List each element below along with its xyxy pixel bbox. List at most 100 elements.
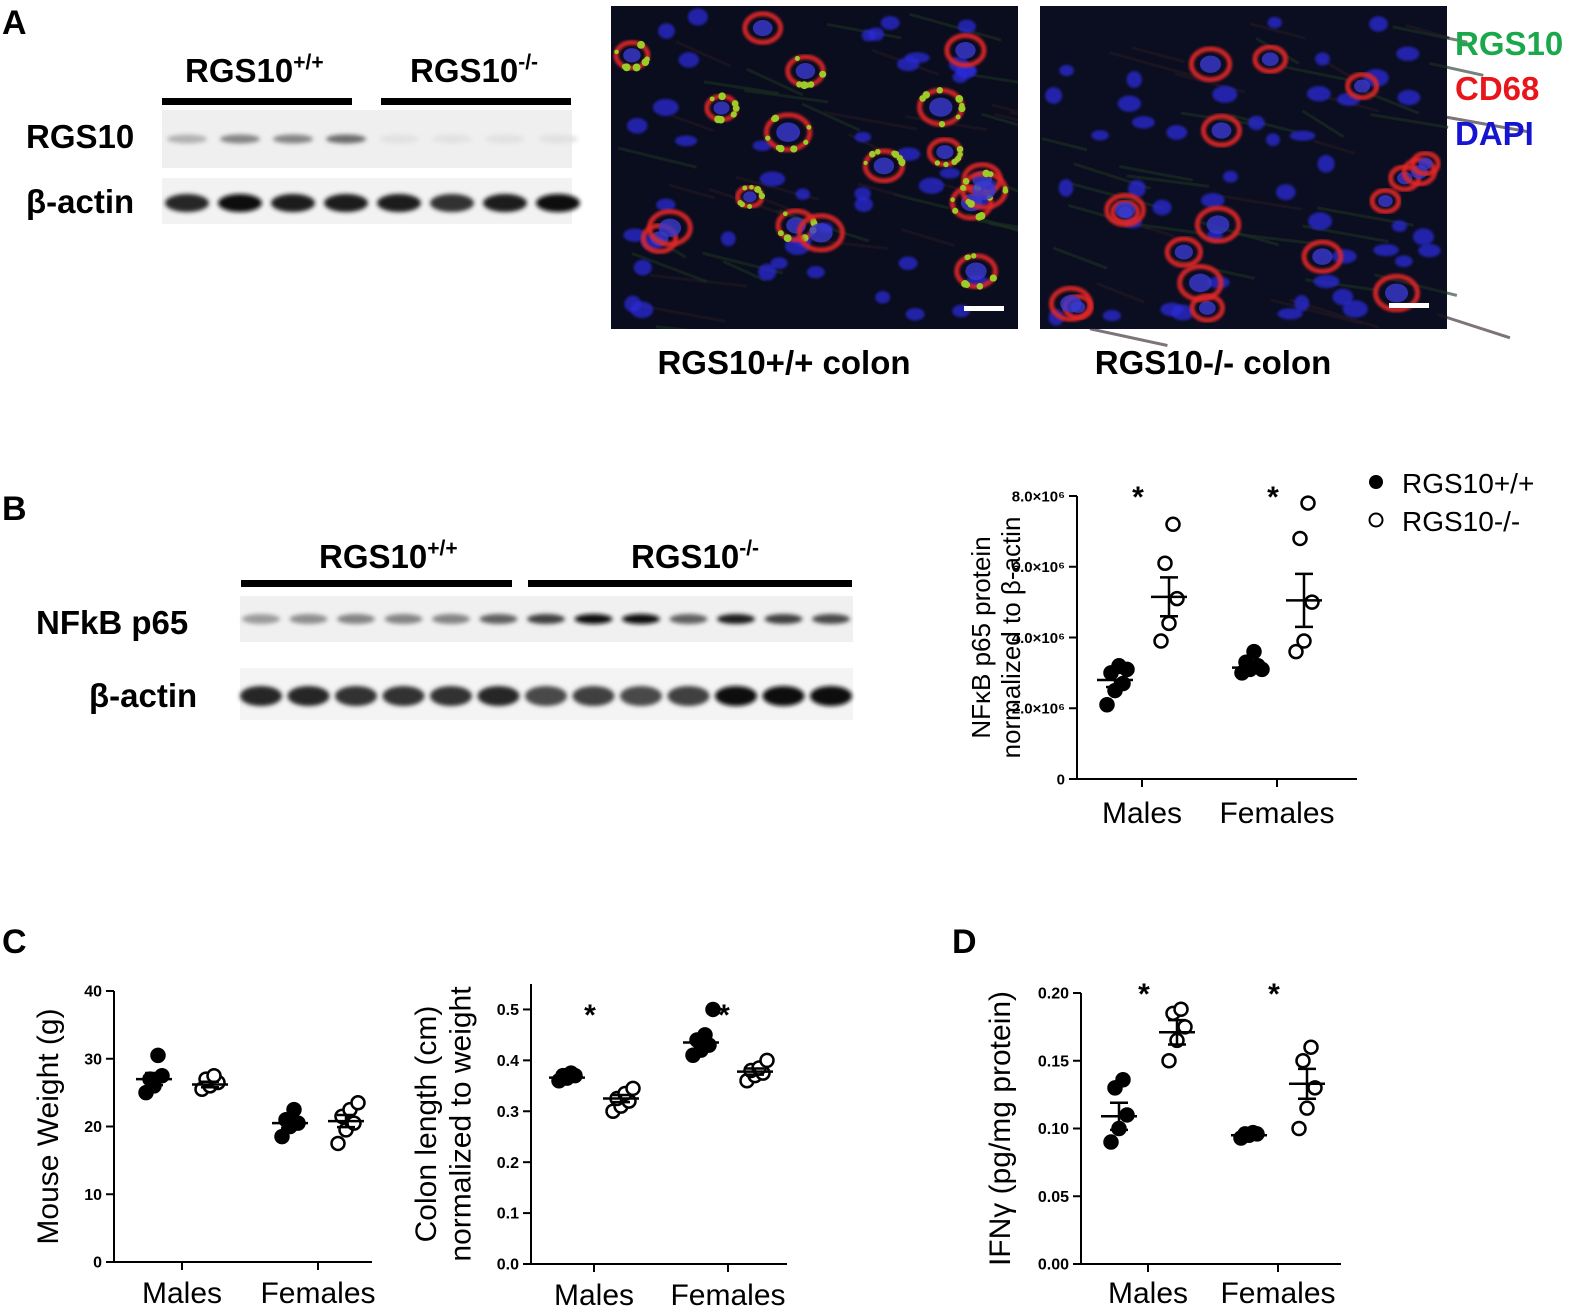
macrophage-cell: [1189, 293, 1226, 323]
tissue-fiber: [823, 110, 917, 131]
data-point-ko: [1173, 1001, 1189, 1018]
rgs10-band: [485, 134, 525, 144]
data-point-ko: [1169, 590, 1185, 607]
y-tick-label: 0.1: [497, 1206, 519, 1223]
rgs10-signal: [965, 198, 972, 205]
nucleus: [1332, 288, 1354, 306]
nucleus: [898, 256, 918, 271]
actin-b-band: [430, 686, 472, 706]
nucleus: [806, 266, 825, 279]
tissue-fiber: [857, 182, 904, 198]
nucleus: [929, 97, 953, 117]
data-point-ko: [350, 1095, 366, 1111]
data-point-ko: [1299, 1100, 1315, 1116]
rgs10-signal: [641, 58, 650, 66]
p65-band: [764, 614, 803, 624]
x-tick-label: Males: [1102, 797, 1182, 830]
nucleus: [1126, 71, 1142, 88]
tissue-fiber: [801, 102, 861, 132]
rgs10-signal: [863, 160, 868, 166]
rgs10-signal: [717, 115, 725, 124]
fluorescence-image-ko: [1040, 6, 1531, 347]
macrophage-cell: [1200, 113, 1242, 148]
y-tick-label: 20: [84, 1119, 102, 1136]
nucleus: [1277, 308, 1303, 320]
y-axis-label-line: normalized to weight: [445, 986, 478, 1262]
p65-band: [812, 614, 850, 624]
tissue-fiber: [1052, 246, 1108, 270]
rgs10-signal: [637, 40, 645, 49]
tissue-fiber: [1041, 137, 1088, 152]
tissue-fiber: [893, 192, 949, 210]
nucleus: [1115, 201, 1136, 219]
significance-marker: *: [1132, 481, 1144, 514]
y-tick-label: 0.15: [1038, 1053, 1069, 1070]
nucleus: [1128, 179, 1146, 198]
rgs10-band: [538, 134, 578, 144]
genotype-legend: RGS10+/+ RGS10-/-: [1368, 468, 1534, 537]
p65-band: [574, 614, 613, 624]
nucleus: [873, 157, 895, 175]
tissue-fiber: [1118, 164, 1194, 182]
rgs10-signal: [952, 207, 959, 214]
nucleus: [1102, 310, 1122, 322]
rgs10-signal: [899, 160, 905, 167]
nucleus: [957, 19, 976, 34]
nucleus: [1267, 16, 1282, 29]
y-tick-label: 0.4: [497, 1053, 519, 1070]
macrophage-cell: [796, 213, 845, 253]
blot-a-group-bar-wt: [162, 98, 352, 105]
y-tick-label: 10: [84, 1187, 102, 1204]
nucleus: [675, 135, 698, 147]
rgs10-signal: [936, 87, 944, 94]
nucleus: [1412, 228, 1435, 246]
nucleus: [905, 308, 925, 321]
p65-band: [669, 614, 708, 624]
y-axis-label-line: NFκB p65 protein: [966, 536, 996, 738]
rgs10-signal: [718, 92, 726, 101]
data-point-ko: [1161, 615, 1177, 632]
nucleus: [1058, 179, 1074, 197]
blot-b-group-bar-ko: [528, 580, 852, 587]
macrophage-cell: [1048, 285, 1093, 322]
y-axis-label-line: Colon length (cm): [410, 1006, 443, 1243]
nucleus: [623, 48, 641, 63]
rgs10-band: [379, 134, 419, 144]
rgs10-signal: [782, 211, 788, 217]
actin-b-band: [810, 686, 852, 706]
legend-label-wt: RGS10+/+: [1402, 468, 1534, 499]
y-axis-label-line: IFNγ (pg/mg protein): [984, 991, 1017, 1266]
actin-b-band: [240, 686, 282, 706]
y-axis-label: NFκB p65 proteinnormalized to β-actin: [966, 517, 1026, 759]
macrophage-cell: [944, 32, 987, 68]
p65-band: [527, 614, 565, 624]
x-tick-label: Females: [1219, 797, 1334, 830]
nucleus: [904, 52, 930, 64]
nucleus: [743, 191, 757, 203]
tissue-fiber: [650, 273, 748, 288]
rgs10-signal: [632, 63, 641, 72]
panel-a-western-blot: RGS10+/+ RGS10-/- RGS10 β-actin: [26, 51, 580, 224]
data-point-wt: [1246, 643, 1262, 660]
y-tick-label: 0: [1057, 771, 1065, 788]
rgs10-signal: [989, 274, 997, 282]
macrophage-cell: [1177, 263, 1224, 302]
nucleus: [752, 140, 772, 151]
rgs10-signal: [943, 161, 949, 168]
y-axis-label: Mouse Weight (g): [32, 1008, 65, 1244]
tissue-fiber: [708, 187, 789, 217]
data-point-ko: [1296, 633, 1312, 649]
nucleus: [626, 118, 648, 134]
actin-a-band: [536, 194, 580, 212]
y-axis-label-line: normalized to β-actin: [996, 517, 1026, 759]
x-tick-label: Females: [1220, 1277, 1335, 1308]
rgs10-signal: [747, 204, 753, 210]
actin-a-band: [165, 194, 209, 212]
data-point-wt: [705, 1001, 721, 1018]
rgs10-signal: [959, 102, 965, 109]
nucleus: [1166, 125, 1188, 140]
rgs10-signal: [976, 282, 984, 290]
tissue-fiber: [1096, 282, 1145, 304]
macrophage-cell: [763, 112, 813, 153]
rgs10-signal: [960, 184, 967, 191]
